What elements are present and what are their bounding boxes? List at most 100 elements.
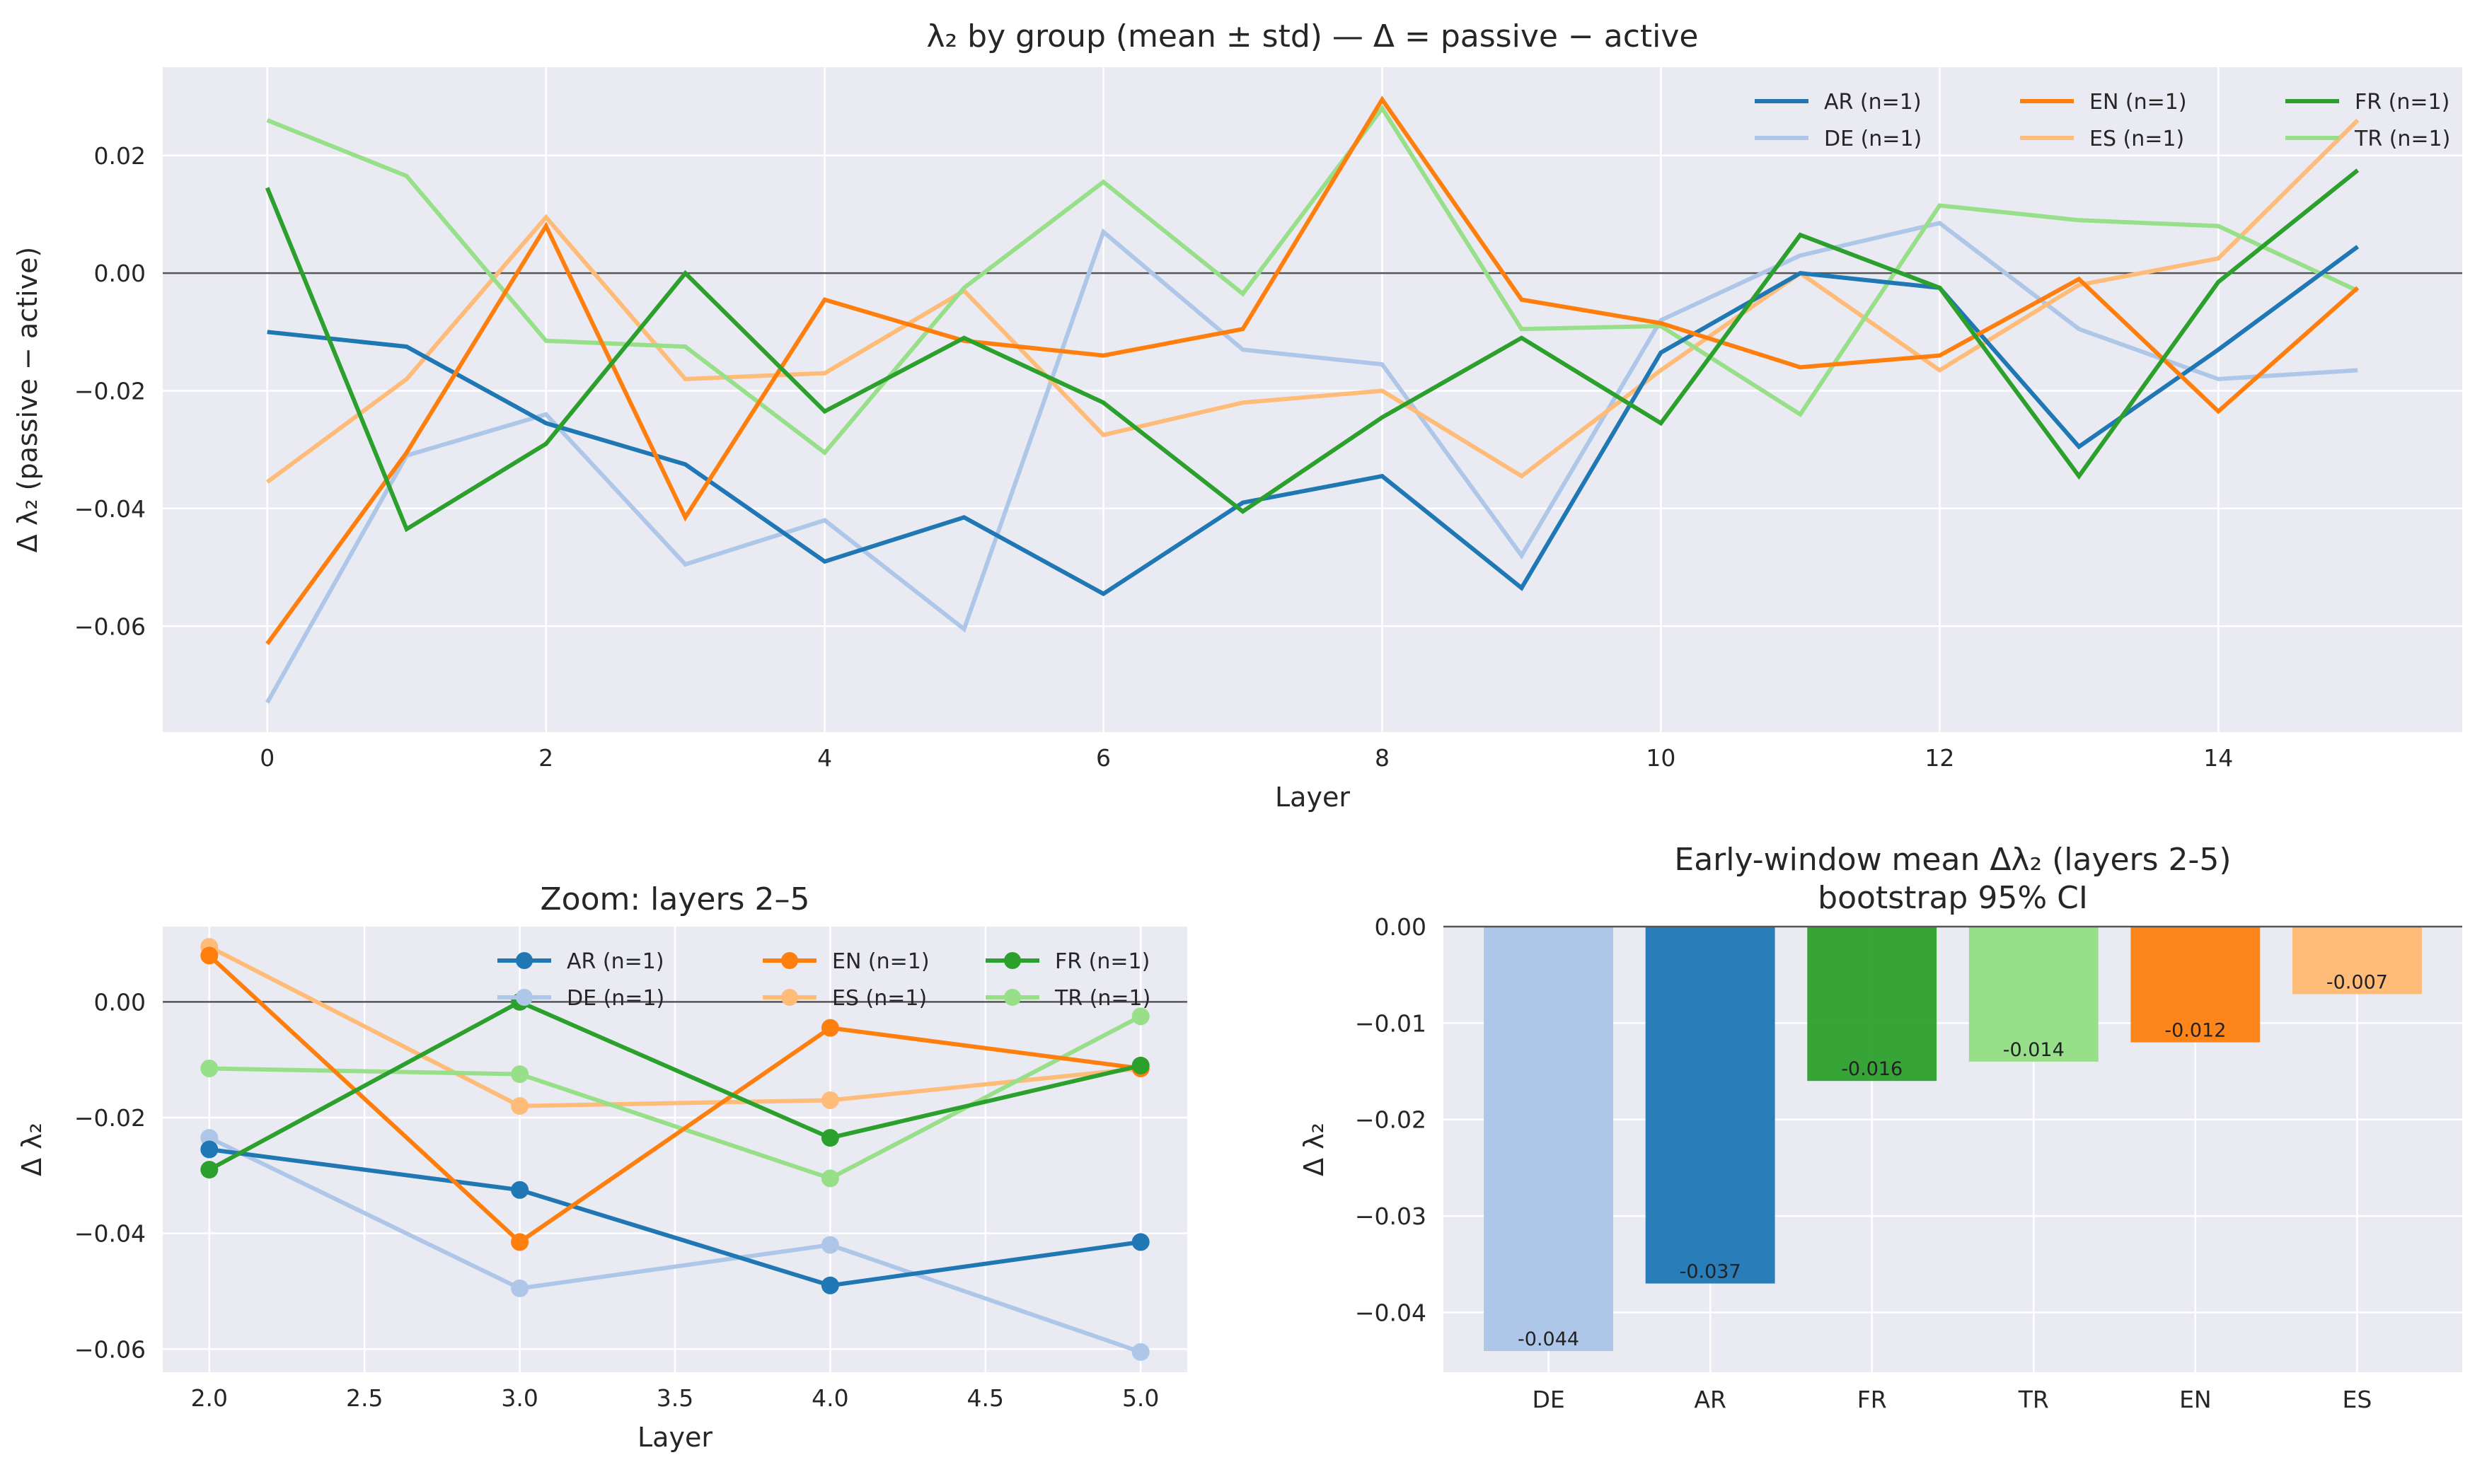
zoom-legend-marker-tr [1004, 989, 1021, 1006]
top-ytick-label: 0.00 [94, 260, 146, 287]
zoom-legend-label-es: ES (n=1) [832, 986, 927, 1011]
zoom-line-fr [208, 999, 1141, 1172]
top-line-en [265, 95, 2360, 645]
zoom-legend-label-tr: TR (n=1) [1054, 986, 1150, 1011]
top-line-tr [266, 104, 2359, 456]
top-legend-label-es: ES (n=1) [2089, 127, 2184, 151]
bars-ytick-label: −0.04 [1355, 1299, 1426, 1326]
zoom-legend-marker-fr [1004, 952, 1021, 969]
top-series-de [265, 221, 2358, 704]
bars-bar-value-en: -0.012 [2164, 1020, 2226, 1042]
top-title: λ₂ by group (mean ± std) — Δ = passive −… [926, 18, 1698, 54]
zoom-legend-marker-en [781, 952, 798, 969]
bars-xtick-label: DE [1532, 1386, 1564, 1413]
top-xlabel: Layer [1275, 782, 1350, 813]
zoom-point-fr [200, 1161, 219, 1179]
top-xtick-label: 12 [1925, 744, 1954, 772]
top-series-ar [267, 245, 2360, 596]
zoom-point-ar [200, 1140, 219, 1159]
top-legend-label-de: DE (n=1) [1824, 127, 1922, 151]
top-ytick-label: −0.04 [74, 495, 146, 523]
top-series-es [265, 118, 2360, 484]
zoom-point-tr [821, 1169, 839, 1188]
zoom-point-ar [511, 1181, 529, 1199]
zoom-series-ar [200, 1140, 1150, 1294]
top-series-fr [265, 168, 2360, 533]
zoom-legend-label-ar: AR (n=1) [567, 949, 664, 974]
bars-ylabel: Δ λ₂ [1298, 1123, 1329, 1176]
zoom-line-ar [209, 1147, 1141, 1288]
top-xtick-label: 8 [1375, 744, 1390, 772]
zoom-point-de [821, 1236, 839, 1254]
bars-subtitle: bootstrap 95% CI [1818, 880, 2088, 916]
top-legend-label-fr: FR (n=1) [2355, 90, 2450, 115]
bars-xtick-label: ES [2343, 1386, 2372, 1413]
zoom-point-en [200, 946, 219, 965]
bars-bar-de [1484, 927, 1613, 1351]
top-legend-label-tr: TR (n=1) [2354, 127, 2450, 151]
zoom-point-de [511, 1279, 529, 1297]
top-series-tr [266, 104, 2359, 456]
zoom-ytick-label: 0.00 [94, 988, 146, 1016]
zoom-legend: DE (n=1) ES (n=1) TR (n=1) AR (n=1) EN (n=1)… [497, 949, 1150, 1011]
zoom-point-ar [821, 1276, 839, 1294]
bars-xtick-label: TR [2018, 1386, 2049, 1413]
zoom-legend-marker-ar [516, 952, 533, 969]
top-series-en [265, 95, 2360, 645]
top-xtick-label: 2 [538, 744, 553, 772]
bars-bar-value-es: -0.007 [2326, 971, 2388, 993]
zoom-xtick-label: 2.0 [191, 1384, 228, 1412]
top-xtick-label: 0 [260, 744, 275, 772]
zoom-xtick-label: 4.0 [812, 1384, 848, 1412]
top-legend: DE (n=1) ES (n=1) TR (n=1) AR (n=1) EN (n=1)… [1755, 90, 2450, 151]
zoom-ytick-label: −0.06 [74, 1335, 146, 1363]
zoom-xtick-label: 4.5 [967, 1384, 1004, 1412]
zoom-point-tr [1131, 1007, 1150, 1026]
bars-ytick-label: 0.00 [1375, 913, 1426, 941]
top-line-es [265, 118, 2360, 484]
zoom-ylabel: Δ λ₂ [16, 1123, 47, 1176]
bars-xtick-label: EN [2179, 1386, 2212, 1413]
top-legend-label-en: EN (n=1) [2089, 90, 2187, 115]
zoom-point-fr [821, 1129, 839, 1147]
zoom-point-en [821, 1019, 839, 1037]
zoom-xtick-label: 3.0 [501, 1384, 538, 1412]
top-background [163, 67, 2462, 732]
zoom-legend-label-en: EN (n=1) [832, 949, 930, 974]
zoom-xtick-label: 3.5 [657, 1384, 693, 1412]
zoom-point-fr [1131, 1056, 1150, 1074]
zoom-point-de [1131, 1343, 1150, 1361]
bars-bar-value-de: -0.044 [1518, 1328, 1579, 1350]
bars-bar-value-fr: -0.016 [1841, 1058, 1903, 1080]
bars-bar-en [2130, 927, 2261, 1043]
bars-bar-es [2292, 927, 2422, 995]
zoom-legend-label-fr: FR (n=1) [1055, 949, 1150, 974]
zoom-legend-label-de: DE (n=1) [567, 986, 664, 1011]
top-ylabel: Δ λ₂ (passive − active) [12, 247, 43, 552]
zoom-point-tr [200, 1059, 219, 1077]
top-xtick-label: 10 [1646, 744, 1675, 772]
bars-ytick-label: −0.03 [1355, 1202, 1426, 1230]
zoom-point-ar [1131, 1233, 1150, 1251]
zoom-line-de [208, 1135, 1142, 1355]
zoom-point-es [511, 1097, 529, 1115]
bars-bar-ar [1645, 927, 1775, 1284]
zoom-series-tr [200, 1007, 1150, 1188]
top-line-fr [265, 168, 2360, 533]
bars-bar-fr [1807, 927, 1937, 1082]
bars-bar-tr [1968, 927, 2099, 1062]
top-xtick-label: 6 [1096, 744, 1111, 772]
top-xtick-label: 14 [2203, 744, 2233, 772]
top-line-ar [267, 245, 2360, 596]
top-legend-label-ar: AR (n=1) [1824, 90, 1922, 115]
zoom-line-es [208, 944, 1141, 1108]
top-ytick-label: 0.02 [94, 142, 146, 170]
top-ytick-label: −0.02 [74, 378, 146, 405]
zoom-point-tr [511, 1065, 529, 1084]
bars-bar-value-tr: -0.014 [2003, 1039, 2065, 1061]
zoom-line-en [207, 953, 1141, 1245]
zoom-point-en [511, 1233, 529, 1251]
zoom-ytick-label: −0.02 [74, 1104, 146, 1132]
top-xtick-label: 4 [817, 744, 832, 772]
